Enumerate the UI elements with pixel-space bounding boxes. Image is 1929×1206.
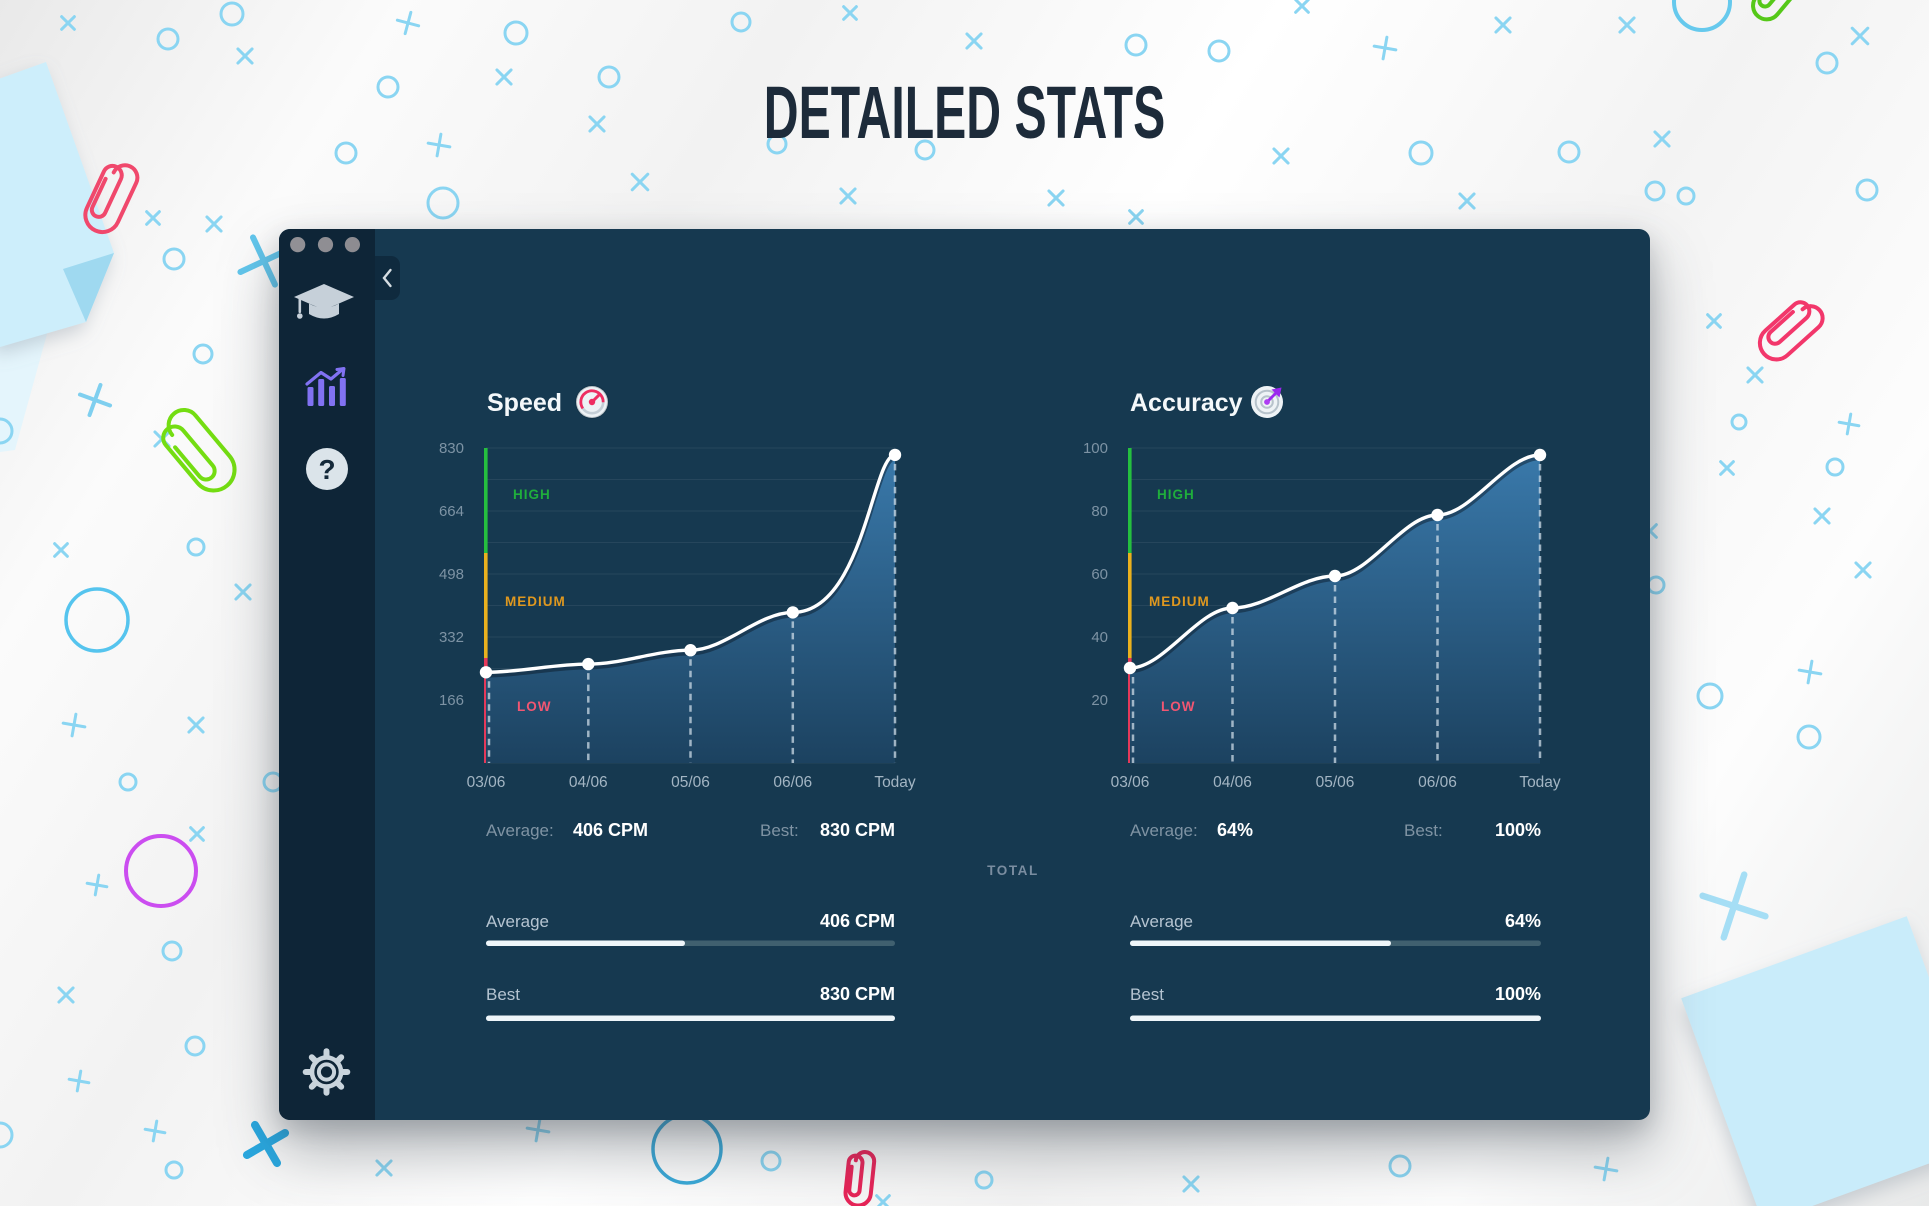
svg-text:03/06: 03/06 [467, 774, 506, 791]
svg-text:05/06: 05/06 [671, 774, 710, 791]
svg-text:498: 498 [439, 566, 464, 583]
svg-text:Today: Today [1519, 774, 1561, 791]
svg-text:830: 830 [439, 440, 464, 457]
svg-text:40: 40 [1091, 629, 1108, 646]
svg-text:HIGH: HIGH [1157, 487, 1195, 502]
svg-text:Best: Best [486, 985, 520, 1004]
svg-text:64%: 64% [1505, 911, 1541, 931]
svg-text:Accuracy: Accuracy [1130, 389, 1243, 417]
svg-text:06/06: 06/06 [1418, 774, 1457, 791]
svg-text:06/06: 06/06 [773, 774, 812, 791]
svg-text:Average:: Average: [486, 821, 554, 840]
svg-text:05/06: 05/06 [1316, 774, 1355, 791]
svg-text:332: 332 [439, 629, 464, 646]
svg-text:LOW: LOW [1161, 699, 1196, 714]
svg-text:?: ? [318, 454, 335, 485]
svg-text:Best:: Best: [1404, 821, 1443, 840]
svg-text:100%: 100% [1495, 984, 1541, 1004]
svg-text:Best: Best [1130, 985, 1164, 1004]
svg-text:Average: Average [486, 912, 549, 931]
svg-text:20: 20 [1091, 692, 1108, 709]
svg-text:Average:: Average: [1130, 821, 1198, 840]
svg-text:04/06: 04/06 [1213, 774, 1252, 791]
svg-text:Average: Average [1130, 912, 1193, 931]
svg-text:MEDIUM: MEDIUM [505, 594, 566, 609]
svg-text:TOTAL: TOTAL [987, 863, 1039, 878]
svg-text:664: 664 [439, 503, 464, 520]
svg-text:MEDIUM: MEDIUM [1149, 594, 1210, 609]
svg-text:03/06: 03/06 [1111, 774, 1150, 791]
svg-text:04/06: 04/06 [569, 774, 608, 791]
svg-text:100%: 100% [1495, 820, 1541, 840]
svg-text:LOW: LOW [517, 699, 552, 714]
svg-text:Best:: Best: [760, 821, 799, 840]
svg-text:830 CPM: 830 CPM [820, 984, 895, 1004]
svg-text:100: 100 [1083, 440, 1108, 457]
svg-text:HIGH: HIGH [513, 487, 551, 502]
svg-text:60: 60 [1091, 566, 1108, 583]
svg-text:166: 166 [439, 692, 464, 709]
svg-text:406 CPM: 406 CPM [573, 820, 648, 840]
svg-text:Today: Today [874, 774, 916, 791]
svg-text:64%: 64% [1217, 820, 1253, 840]
svg-text:406 CPM: 406 CPM [820, 911, 895, 931]
svg-text:80: 80 [1091, 503, 1108, 520]
svg-text:Speed: Speed [487, 389, 562, 417]
svg-text:830 CPM: 830 CPM [820, 820, 895, 840]
